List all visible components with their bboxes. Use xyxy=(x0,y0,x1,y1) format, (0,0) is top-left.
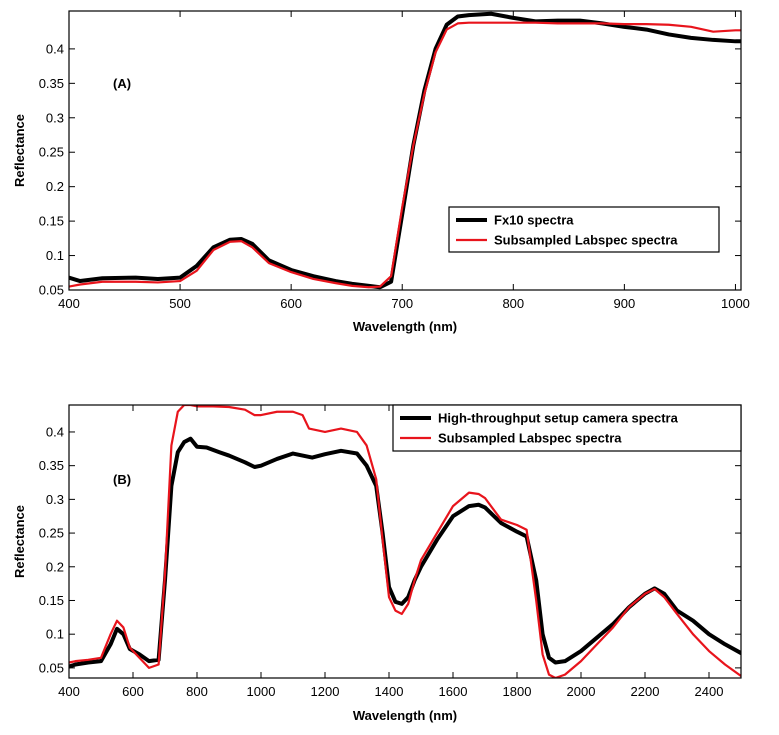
panel-label: (A) xyxy=(113,76,131,91)
series-line-labspec xyxy=(69,21,741,289)
x-tick-label: 700 xyxy=(391,296,413,311)
y-tick-label: 0.4 xyxy=(46,41,64,56)
x-tick-label: 800 xyxy=(502,296,524,311)
y-tick-label: 0.15 xyxy=(39,214,64,229)
legend-entry: Fx10 spectra xyxy=(494,213,574,228)
x-tick-label: 400 xyxy=(58,684,80,699)
legend: High-throughput setup camera spectra Subs… xyxy=(392,404,742,452)
x-tick-label: 2200 xyxy=(631,684,660,699)
y-axis-label: Reflectance xyxy=(12,505,27,578)
y-tick-label: 0.25 xyxy=(39,145,64,160)
x-tick-label: 600 xyxy=(122,684,144,699)
y-tick-label: 0.3 xyxy=(46,110,64,125)
x-axis-label: Wavelength (nm) xyxy=(353,708,457,723)
x-tick-label: 1600 xyxy=(439,684,468,699)
chart-panel-b: 400 600 800 1000 1200 1400 1600 1800 2000 2200 240… xyxy=(12,404,742,723)
x-tick-label: 900 xyxy=(614,296,636,311)
legend-entry: High-throughput setup camera spectra xyxy=(438,411,679,426)
x-tick-label: 400 xyxy=(58,296,80,311)
y-tick-label: 0.1 xyxy=(46,627,64,642)
y-tick-label: 0.3 xyxy=(46,492,64,507)
y-axis-label: Reflectance xyxy=(12,114,27,187)
y-tick-label: 0.35 xyxy=(39,76,64,91)
plot-frame xyxy=(68,10,742,291)
x-tick-label: 500 xyxy=(169,296,191,311)
x-axis-label: Wavelength (nm) xyxy=(353,319,457,334)
x-tick-label: 2400 xyxy=(695,684,724,699)
panel-label: (B) xyxy=(113,472,131,487)
x-tick-label: 600 xyxy=(280,296,302,311)
legend-entry: Subsampled Labspec spectra xyxy=(438,431,622,446)
y-tick-label: 0.25 xyxy=(39,526,64,541)
legend: Fx10 spectra Subsampled Labspec spectra xyxy=(448,206,720,253)
x-tick-label: 1000 xyxy=(721,296,750,311)
x-tick-label: 1800 xyxy=(503,684,532,699)
series-line-labspec xyxy=(69,405,741,678)
x-tick-label: 1400 xyxy=(375,684,404,699)
y-tick-label: 0.05 xyxy=(39,283,64,298)
y-tick-label: 0.2 xyxy=(46,179,64,194)
y-tick-label: 0.1 xyxy=(46,248,64,263)
chart-panel-a: 400 500 600 700 800 900 1000 0.05 0.1 0.15 0.2 0.25… xyxy=(12,10,750,334)
y-tick-label: 0.15 xyxy=(39,593,64,608)
x-tick-label: 1000 xyxy=(247,684,276,699)
y-tick-label: 0.35 xyxy=(39,458,64,473)
y-tick-label: 0.05 xyxy=(39,660,64,675)
x-tick-label: 800 xyxy=(186,684,208,699)
x-tick-label: 2000 xyxy=(567,684,596,699)
y-tick-label: 0.4 xyxy=(46,424,64,439)
y-tick-label: 0.2 xyxy=(46,559,64,574)
legend-entry: Subsampled Labspec spectra xyxy=(494,233,678,248)
legend-box xyxy=(448,206,720,253)
legend-box xyxy=(392,404,742,452)
x-tick-label: 1200 xyxy=(311,684,340,699)
